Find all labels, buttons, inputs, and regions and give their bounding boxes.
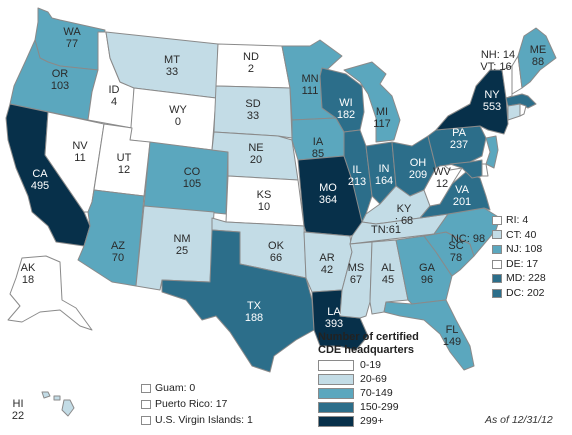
legend-item: 299+ bbox=[318, 414, 419, 428]
label-LA: LA 393 bbox=[324, 306, 344, 330]
territory-row: Puerto Rico: 17 bbox=[141, 396, 253, 412]
label-VA: VA 201 bbox=[452, 184, 472, 208]
label-SD: SD 33 bbox=[245, 98, 261, 122]
label-IL: IL 213 bbox=[347, 164, 367, 188]
label-AZ: AZ 70 bbox=[110, 240, 126, 264]
territory-swatch bbox=[141, 399, 151, 409]
label-OK: OK 66 bbox=[268, 240, 284, 264]
small-state-swatch bbox=[492, 230, 502, 240]
small-state-row: NJ: 108 bbox=[492, 242, 546, 257]
small-state-row: CT: 40 bbox=[492, 228, 546, 243]
label-OH: OH 209 bbox=[408, 157, 428, 181]
label-AL: AL 45 bbox=[381, 262, 395, 286]
label-TN: TN:61 bbox=[371, 224, 401, 236]
small-state-row: MD: 228 bbox=[492, 271, 546, 286]
territories-list: Guam: 0 Puerto Rico: 17 U.S. Virgin Isla… bbox=[141, 380, 253, 428]
label-IA: IA 85 bbox=[311, 136, 325, 160]
territory-row: Guam: 0 bbox=[141, 380, 253, 396]
state-FL bbox=[383, 299, 475, 371]
label-MS: MS 67 bbox=[347, 262, 365, 286]
legend-swatch bbox=[318, 387, 354, 399]
label-ME: ME 88 bbox=[529, 44, 547, 68]
map-legend: Number of certified CDE headquarters 0-1… bbox=[318, 331, 419, 428]
state-HI bbox=[41, 391, 75, 417]
territory-swatch bbox=[141, 383, 151, 393]
small-states-list: RI: 4 CT: 40 NJ: 108 DE: 17 MD: 228 DC: … bbox=[492, 213, 546, 301]
label-NV: NV 11 bbox=[72, 140, 88, 164]
label-ND: ND 2 bbox=[243, 51, 259, 75]
territory-swatch bbox=[141, 415, 151, 425]
label-NM: NM 25 bbox=[173, 233, 191, 257]
label-NY: NY 553 bbox=[482, 89, 502, 113]
state-SD bbox=[213, 85, 293, 139]
label-VT: VT: 16 bbox=[480, 61, 512, 73]
label-UT: UT 12 bbox=[116, 152, 132, 176]
label-CO: CO 105 bbox=[182, 166, 202, 190]
legend-swatch bbox=[318, 373, 354, 385]
label-PA: PA 237 bbox=[449, 127, 469, 151]
legend-swatch bbox=[318, 401, 354, 413]
small-state-swatch bbox=[492, 288, 502, 298]
legend-item: 70-149 bbox=[318, 386, 419, 400]
label-OR: OR 103 bbox=[50, 68, 70, 92]
label-WY: WY 0 bbox=[169, 104, 187, 128]
state-RI bbox=[519, 103, 527, 117]
territory-row: U.S. Virgin Islands: 1 bbox=[141, 412, 253, 428]
label-MI: MI 117 bbox=[373, 106, 391, 130]
legend-item: 20-69 bbox=[318, 372, 419, 386]
label-GA: GA 96 bbox=[419, 262, 435, 286]
label-AK: AK 18 bbox=[20, 262, 36, 286]
label-WI: WI 182 bbox=[336, 97, 356, 121]
label-MN: MN 111 bbox=[301, 73, 319, 97]
label-KY: KY: 68 bbox=[394, 203, 414, 227]
state-ME bbox=[517, 27, 557, 89]
small-state-swatch bbox=[492, 244, 502, 254]
small-state-swatch bbox=[492, 259, 502, 269]
label-MO: MO 364 bbox=[318, 182, 338, 206]
state-CT bbox=[507, 103, 521, 121]
label-MT: MT 33 bbox=[164, 54, 180, 78]
small-state-swatch bbox=[492, 274, 502, 284]
state-TX bbox=[161, 229, 315, 373]
label-IN: IN 164 bbox=[374, 163, 394, 187]
label-MA: MA 206 bbox=[543, 90, 563, 114]
legend-item: 0-19 bbox=[318, 358, 419, 372]
label-KS: KS 10 bbox=[256, 189, 272, 213]
state-AK bbox=[7, 255, 93, 331]
label-NH: NH: 14 bbox=[480, 49, 516, 61]
small-state-row: DE: 17 bbox=[492, 257, 546, 272]
legend-swatch bbox=[318, 415, 354, 427]
label-NC: NC: 98 bbox=[450, 233, 486, 245]
state-MD bbox=[449, 159, 483, 179]
small-state-swatch bbox=[492, 215, 502, 225]
label-CA: CA 495 bbox=[30, 168, 50, 192]
legend-item: 150-299 bbox=[318, 400, 419, 414]
legend-title-line1: Number of certified bbox=[318, 331, 419, 343]
label-AR: AR 42 bbox=[319, 252, 335, 276]
legend-title-line2: CDE headquarters bbox=[318, 343, 414, 356]
label-WA: WA 77 bbox=[63, 26, 81, 50]
label-WV: WV 12 bbox=[433, 166, 451, 190]
small-state-row: DC: 202 bbox=[492, 286, 546, 301]
label-FL: FL 149 bbox=[442, 324, 462, 348]
state-MI bbox=[343, 61, 401, 143]
state-NJ bbox=[485, 135, 499, 169]
label-NE: NE 20 bbox=[248, 142, 264, 166]
label-HI: HI 22 bbox=[11, 398, 25, 422]
label-TX: TX 188 bbox=[244, 300, 264, 324]
legend-swatch bbox=[318, 359, 354, 371]
label-SC: SC 78 bbox=[448, 240, 464, 264]
as-of-date: As of 12/31/12 bbox=[485, 414, 553, 426]
small-state-row: RI: 4 bbox=[492, 213, 546, 228]
label-ID: ID 4 bbox=[108, 84, 120, 108]
